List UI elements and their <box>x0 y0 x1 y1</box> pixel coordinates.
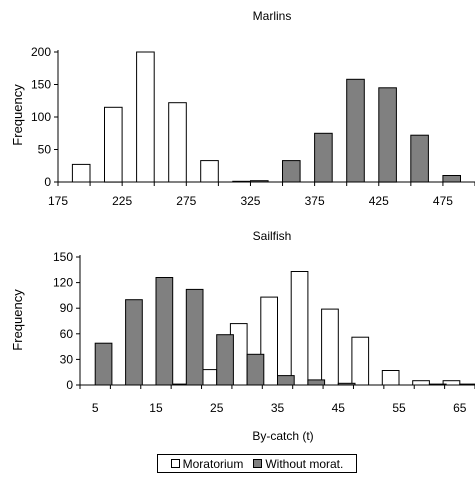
legend-swatch-moratorium <box>170 459 180 468</box>
bar-without-35 <box>277 375 295 386</box>
bar-without-450 <box>410 134 429 183</box>
y-tick-label: 100 <box>31 110 51 124</box>
sailfish-y-axis-label: Frequency <box>10 289 25 351</box>
x-tick-label: 475 <box>433 194 453 208</box>
sailfish-panel: Sailfish Frequency By-catch (t) 0 30 60 90 1… <box>10 229 475 443</box>
bar-without-375 <box>314 132 333 183</box>
bar-without-30 <box>246 353 265 386</box>
bar-without-25 <box>216 334 234 386</box>
y-tick-label: 50 <box>38 143 52 157</box>
y-tick-label: 60 <box>60 327 74 341</box>
y-tick-label: 90 <box>60 301 74 315</box>
bar-without-425 <box>378 87 397 183</box>
x-tick-label: 375 <box>305 194 325 208</box>
marlins-axes <box>54 50 475 186</box>
marlins-y-tick-labels: 0 50 100 150 200 <box>31 45 51 189</box>
bar-without-10 <box>125 299 143 386</box>
sailfish-bars <box>94 271 475 386</box>
bar-without-400 <box>346 78 365 183</box>
bar-moratorium-45 <box>321 308 339 386</box>
sailfish-axes <box>76 255 475 389</box>
bar-without-475 <box>442 175 461 183</box>
legend-label-moratorium: Moratorium <box>182 456 244 471</box>
x-tick-label: 45 <box>332 401 346 415</box>
bar-moratorium-60 <box>412 380 430 386</box>
marlins-x-tick-labels: 175 225 275 325 375 425 475 <box>48 194 453 208</box>
legend-item-moratorium: Moratorium <box>170 456 244 471</box>
x-tick-label: 15 <box>149 401 163 415</box>
bar-moratorium-250 <box>136 51 155 183</box>
marlins-title: Marlins <box>253 9 292 23</box>
marlins-panel: Marlins Frequency 0 50 100 150 200 175 225 275… <box>10 9 475 208</box>
x-tick-label: 5 <box>92 401 99 415</box>
bar-moratorium-225 <box>104 106 123 183</box>
bar-moratorium-200 <box>71 163 91 183</box>
marlins-y-axis-label: Frequency <box>10 84 25 146</box>
bar-without-15 <box>155 277 174 386</box>
x-tick-label: 55 <box>392 401 406 415</box>
sailfish-x-axis-label: By-catch (t) <box>252 429 313 443</box>
x-tick-label: 25 <box>210 401 224 415</box>
y-tick-label: 200 <box>31 45 51 59</box>
x-tick-label: 425 <box>369 194 389 208</box>
legend-swatch-without <box>253 459 263 468</box>
x-tick-label: 175 <box>48 194 68 208</box>
x-tick-label: 225 <box>112 194 132 208</box>
x-tick-label: 35 <box>271 401 285 415</box>
legend-label-without: Without morat. <box>265 456 344 471</box>
x-tick-label: 65 <box>453 401 467 415</box>
bar-without-5 <box>94 342 113 386</box>
bar-moratorium-55 <box>381 370 400 386</box>
y-tick-label: 150 <box>31 78 51 92</box>
legend-item-without: Without morat. <box>253 457 343 471</box>
bar-moratorium-275 <box>168 102 187 183</box>
x-tick-label: 325 <box>240 194 260 208</box>
bar-without-20 <box>185 288 204 386</box>
sailfish-y-tick-labels: 0 30 60 90 120 150 <box>53 250 73 392</box>
legend: Moratorium Without morat. <box>157 454 357 473</box>
sailfish-title: Sailfish <box>253 229 292 243</box>
y-tick-label: 30 <box>60 352 74 366</box>
bar-moratorium-300 <box>200 160 219 183</box>
bar-moratorium-50 <box>351 336 370 386</box>
y-tick-label: 120 <box>53 276 73 290</box>
x-tick-label: 275 <box>176 194 196 208</box>
bar-without-40 <box>307 379 326 386</box>
bar-moratorium-40 <box>290 271 309 386</box>
sailfish-x-tick-labels: 5 15 25 35 45 55 65 <box>92 401 467 415</box>
marlins-bars <box>71 51 461 183</box>
y-tick-label: 150 <box>53 250 73 264</box>
y-tick-label: 0 <box>66 378 73 392</box>
bar-without-350 <box>282 160 301 183</box>
y-tick-label: 0 <box>44 175 51 189</box>
